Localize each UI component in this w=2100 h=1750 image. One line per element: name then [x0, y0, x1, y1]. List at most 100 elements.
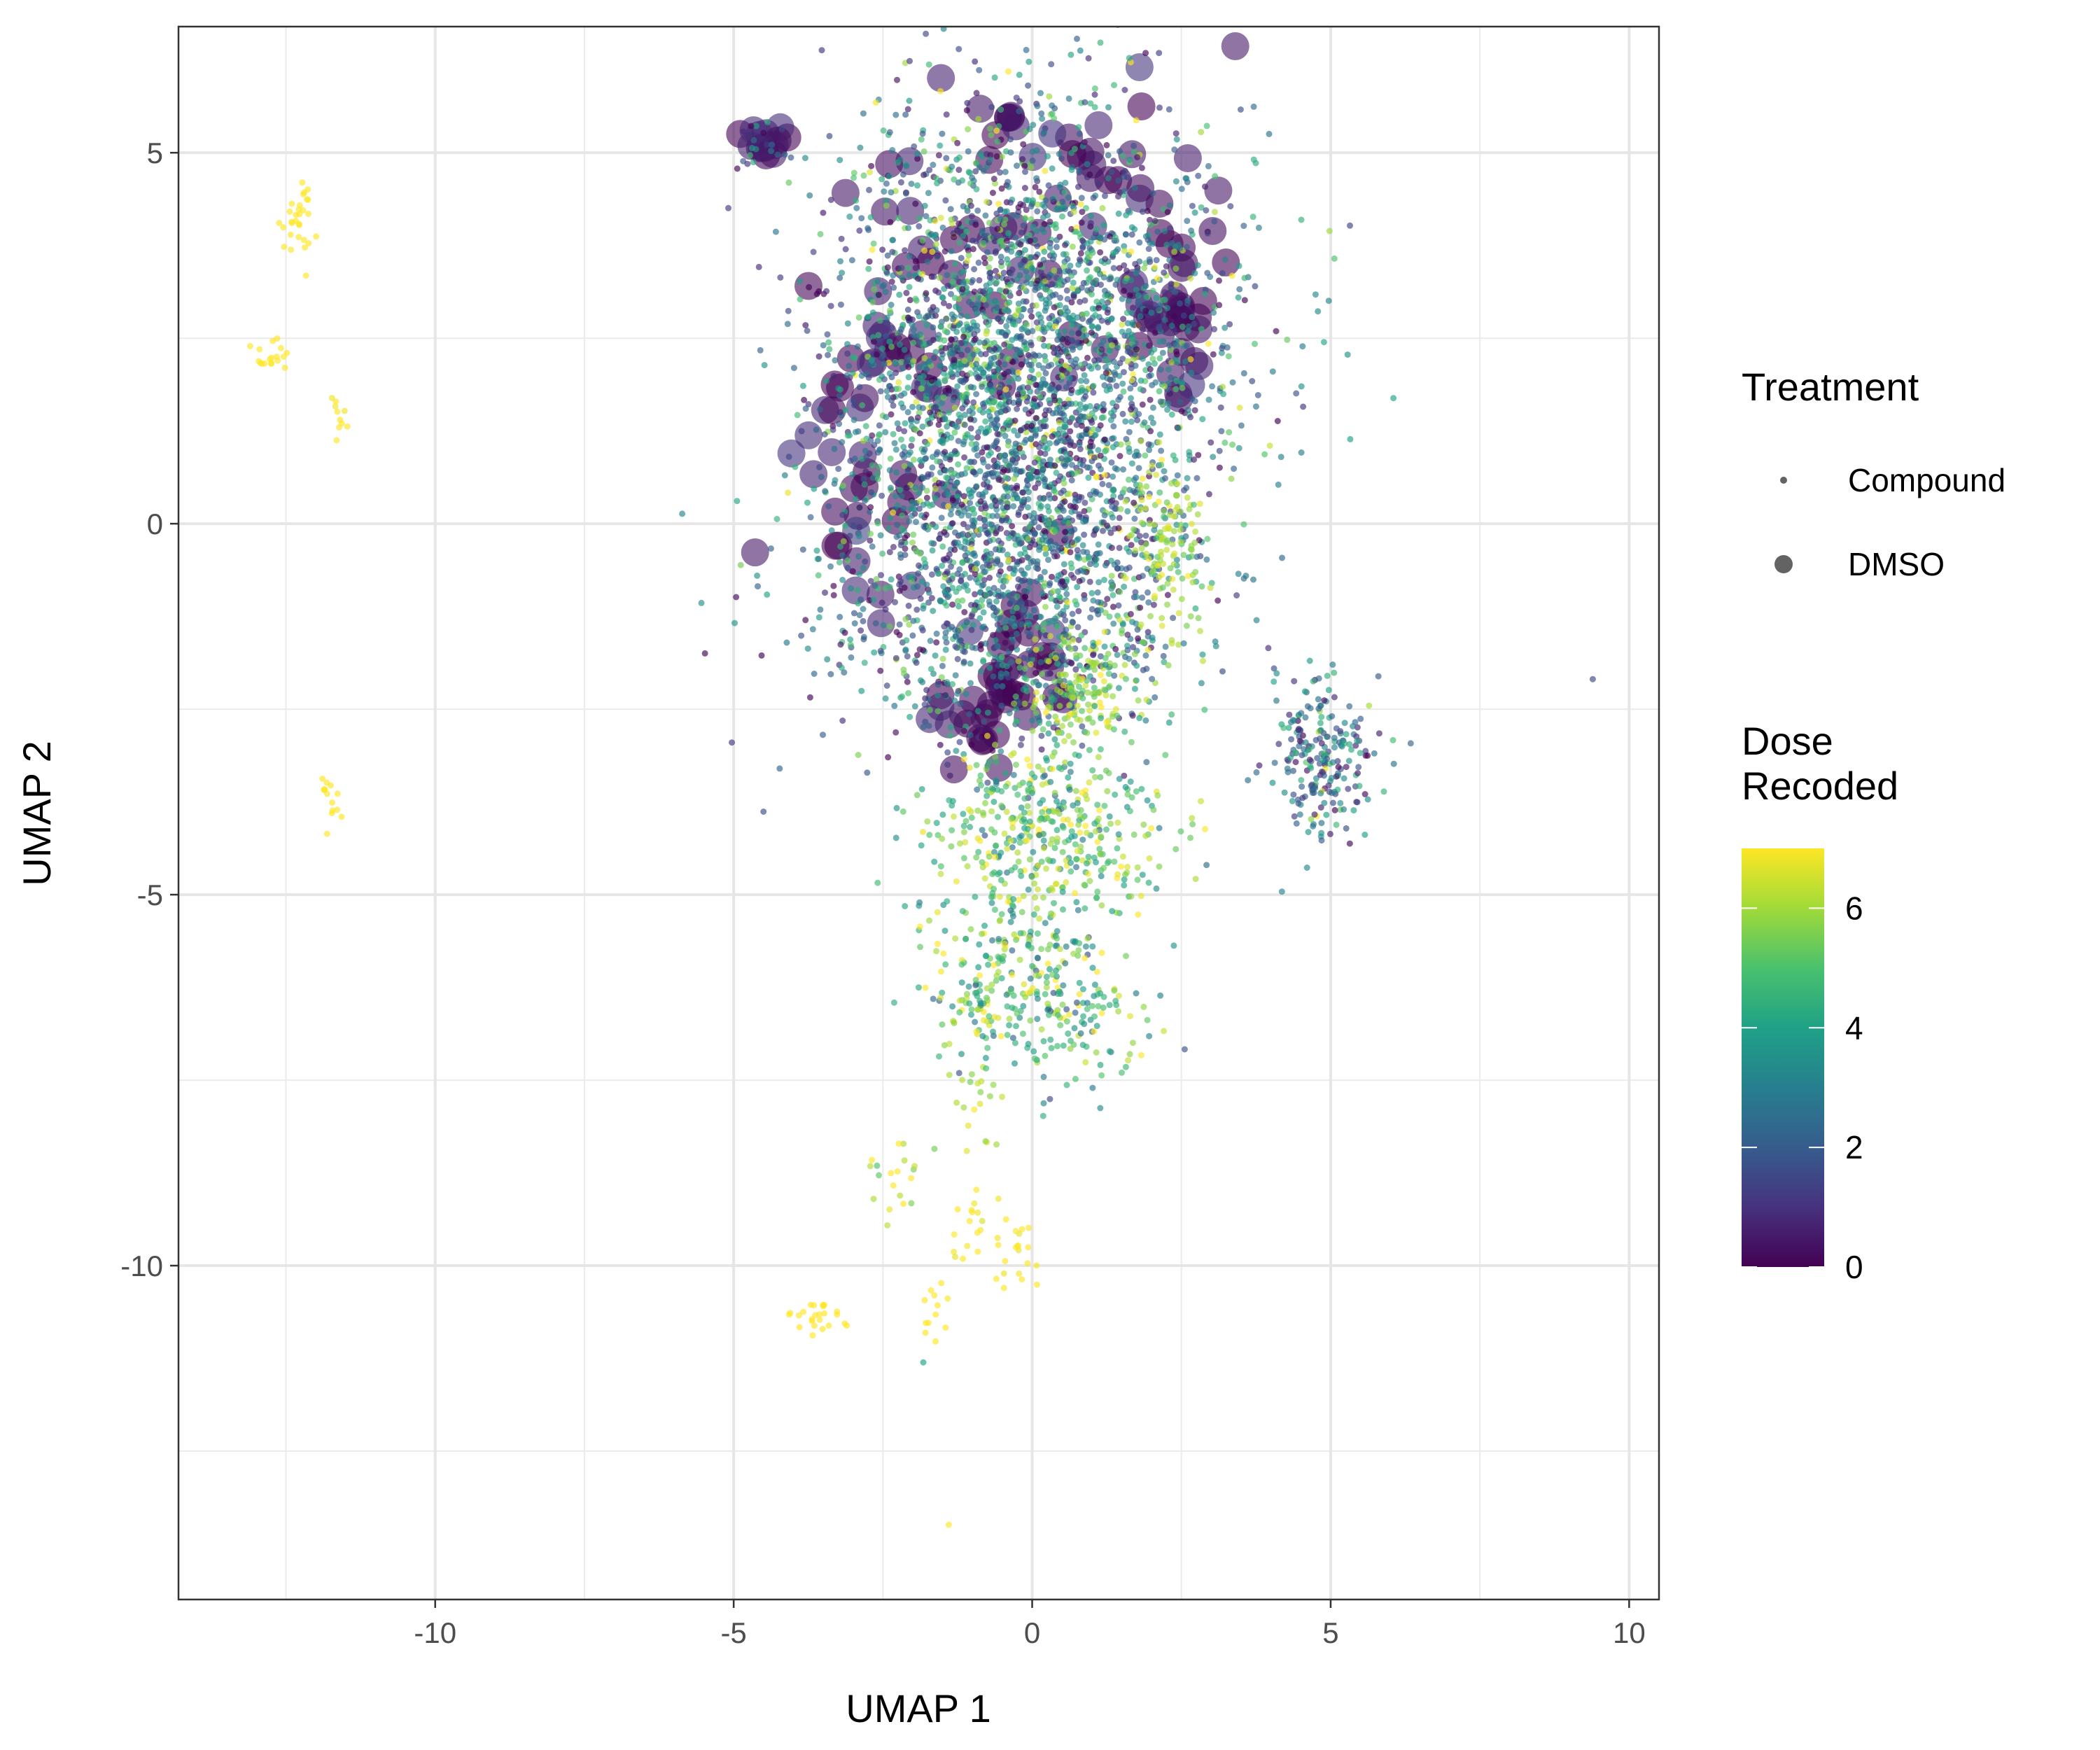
- point-compound: [915, 275, 921, 282]
- point-compound: [987, 125, 994, 132]
- point-compound: [1073, 652, 1079, 659]
- point-compound: [923, 366, 930, 373]
- point-compound: [955, 472, 962, 479]
- point-compound: [897, 179, 904, 186]
- point-compound: [941, 574, 948, 581]
- point-compound: [1060, 608, 1067, 615]
- point-compound: [1163, 547, 1170, 553]
- point-dmso: [739, 116, 768, 145]
- point-compound: [1174, 358, 1181, 365]
- point-compound: [1199, 416, 1206, 423]
- point-compound: [1086, 464, 1093, 471]
- point-compound: [1090, 643, 1097, 650]
- point-compound: [1034, 243, 1041, 249]
- point-compound: [827, 302, 834, 309]
- point-compound: [993, 279, 1000, 286]
- point-compound: [1015, 300, 1022, 307]
- point-compound: [837, 543, 844, 550]
- point-compound: [1191, 321, 1197, 328]
- point-compound: [321, 787, 328, 793]
- point-compound: [1055, 729, 1061, 736]
- point-compound: [955, 220, 962, 227]
- point-compound: [941, 449, 948, 456]
- point-compound: [995, 593, 1002, 599]
- point-compound: [979, 564, 986, 570]
- point-compound: [1236, 444, 1242, 451]
- point-compound: [1163, 499, 1170, 506]
- point-compound: [1225, 353, 1232, 360]
- point-compound: [1116, 514, 1123, 522]
- point-compound: [906, 97, 913, 104]
- point-compound: [871, 286, 878, 293]
- point-compound: [983, 592, 990, 598]
- point-compound: [1096, 462, 1102, 469]
- point-compound: [941, 376, 948, 383]
- point-compound: [1079, 237, 1086, 244]
- point-compound: [1014, 583, 1021, 590]
- point-compound: [948, 451, 955, 458]
- point-compound: [1126, 428, 1133, 435]
- point-compound: [1222, 439, 1228, 446]
- point-compound: [856, 384, 863, 391]
- point-compound: [1101, 436, 1108, 443]
- point-compound: [304, 210, 312, 217]
- point-compound: [875, 291, 882, 298]
- point-compound: [1284, 336, 1291, 343]
- point-compound: [954, 383, 961, 390]
- point-compound: [869, 309, 876, 316]
- point-compound: [995, 360, 1002, 366]
- point-compound: [1073, 340, 1080, 346]
- point-compound: [992, 741, 998, 748]
- point-compound: [1100, 519, 1107, 526]
- point-compound: [899, 404, 906, 411]
- point-compound: [1026, 524, 1032, 531]
- point-compound: [1075, 124, 1082, 131]
- point-compound: [993, 248, 1000, 255]
- point-compound: [1033, 227, 1040, 234]
- point-compound: [904, 384, 911, 391]
- point-compound: [836, 393, 843, 399]
- point-compound: [296, 202, 303, 209]
- point-compound: [1018, 735, 1026, 742]
- point-compound: [1055, 316, 1062, 323]
- point-compound: [757, 346, 764, 354]
- point-compound: [333, 437, 340, 444]
- point-compound: [1301, 688, 1308, 695]
- point-compound: [752, 122, 760, 130]
- point-compound: [995, 315, 1002, 322]
- point-compound: [919, 679, 926, 685]
- point-compound: [966, 710, 973, 718]
- point-compound: [894, 76, 900, 83]
- point-compound: [914, 583, 921, 590]
- point-compound: [876, 447, 883, 454]
- point-compound: [1195, 451, 1202, 458]
- point-compound: [1079, 209, 1086, 216]
- point-compound: [1040, 365, 1047, 372]
- point-compound: [816, 406, 823, 413]
- point-compound: [1184, 494, 1191, 501]
- point-compound: [1086, 578, 1093, 585]
- point-compound: [962, 582, 969, 589]
- point-compound: [888, 189, 895, 196]
- point-compound: [886, 623, 893, 630]
- point-compound: [932, 485, 939, 492]
- point-compound: [1088, 291, 1095, 298]
- point-compound: [836, 157, 844, 164]
- point-compound: [1024, 274, 1031, 281]
- point-compound: [1134, 626, 1141, 633]
- point-compound: [1040, 496, 1046, 503]
- point-compound: [1002, 288, 1009, 295]
- point-compound: [1295, 800, 1302, 807]
- point-compound: [1036, 188, 1043, 195]
- point-compound: [945, 503, 951, 510]
- point-compound: [1087, 561, 1093, 568]
- point-compound: [860, 564, 867, 571]
- point-compound: [273, 354, 280, 360]
- point-compound: [947, 206, 954, 213]
- point-compound: [997, 568, 1004, 575]
- point-compound: [1205, 396, 1212, 403]
- point-compound: [1009, 266, 1016, 273]
- point-compound: [1102, 192, 1108, 200]
- point-compound: [956, 239, 963, 246]
- point-compound: [1105, 299, 1112, 306]
